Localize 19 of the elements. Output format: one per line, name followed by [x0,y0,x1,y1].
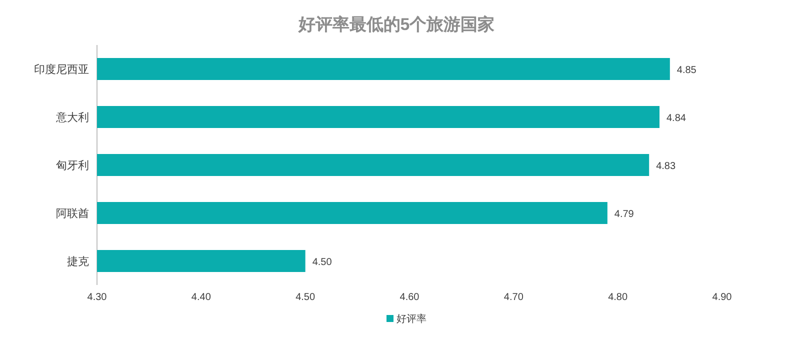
text: 4.50 [312,257,332,268]
text: 4.84 [666,113,686,124]
y-tick-label: 捷克 [67,255,89,268]
x-tick-label: 4.30 [87,292,108,303]
x-tick-label: 4.90 [712,292,732,303]
y-tick-label: 意大利 [55,111,89,124]
x-tick-label: 4.70 [504,292,524,303]
text: 4.79 [614,209,634,220]
y-tick-label: 印度尼西亚 [34,63,89,76]
x-tick-label: 4.50 [296,292,316,303]
y-tick-label: 匈牙利 [56,159,89,172]
x-tick-label: 4.60 [400,292,420,303]
y-tick-label: 阿联酋 [56,208,89,220]
legend-label: 好评率 [396,313,426,325]
chart-title: 好评率最低的5个旅游国家 [297,15,495,34]
text: 4.85 [676,65,696,76]
text: 4.83 [656,161,676,172]
x-tick-label: 4.80 [608,292,628,303]
x-tick-label: 4.40 [191,292,212,303]
